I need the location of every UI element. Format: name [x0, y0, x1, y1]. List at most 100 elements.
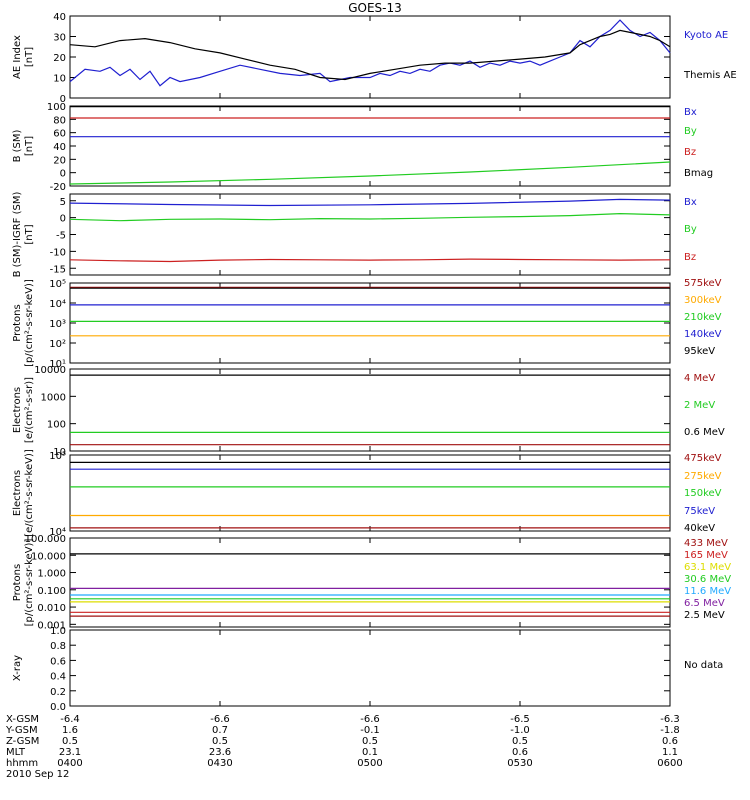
orbit-row-value: 0.5 — [212, 736, 228, 747]
y-tick-label: 60 — [53, 129, 66, 140]
legend-75kev: 75keV — [684, 506, 715, 517]
legend-6-5-mev: 6.5 MeV — [684, 598, 725, 609]
y-tick-label: 40 — [53, 12, 66, 23]
y-tick-label: 10⁵ — [49, 451, 66, 462]
legend-bz: Bz — [684, 252, 696, 263]
y-tick-label: 0.6 — [50, 656, 66, 667]
y-axis-unit: [nT] — [24, 224, 35, 244]
y-tick-label: 1.0 — [50, 626, 66, 637]
no-data-label: No data — [684, 660, 723, 671]
y-axis-label: X-ray — [12, 655, 23, 681]
y-tick-label: 10⁵ — [49, 279, 66, 290]
orbit-row-value: -1.8 — [660, 725, 680, 736]
y-tick-label: 80 — [53, 115, 66, 126]
y-tick-label: 10⁴ — [49, 299, 66, 310]
y-tick-label: 0.0 — [50, 702, 66, 713]
panel-frame — [69, 537, 671, 628]
legend-475kev: 475keV — [684, 453, 722, 464]
panel-b_sm: -20 0 20 40 60 80 100 B (SM) [nT] Bx By Bz Bmag — [12, 102, 713, 193]
y-tick-label: 0.4 — [50, 672, 66, 683]
orbit-row-value: 0.5 — [62, 736, 78, 747]
y-tick-label: 1000 — [41, 392, 66, 403]
y-tick-label: 0 — [60, 214, 66, 225]
orbit-row-value: 23.1 — [59, 747, 81, 758]
y-tick-label: 10000 — [34, 365, 66, 376]
legend-bx: Bx — [684, 197, 697, 208]
legend-kyoto-ae: Kyoto AE — [684, 30, 728, 41]
y-axis-unit: [e/(cm²-s-sr-keV)] — [24, 449, 35, 537]
orbit-row-label: Y-GSM — [5, 725, 38, 736]
legend-4-mev: 4 MeV — [684, 373, 715, 384]
y-axis-unit: [e/(cm²-s-sr)] — [24, 377, 35, 443]
legend-40kev: 40keV — [684, 523, 715, 534]
series-line — [69, 161, 671, 185]
panel-electrons_mev: 10 100 1000 10000 Electrons [e/(cm²-s-sr)] 4 M… — [12, 365, 725, 458]
date-label: 2010 Sep 12 — [6, 769, 69, 780]
y-tick-label: 10 — [53, 447, 66, 458]
legend-11-6-mev: 11.6 MeV — [684, 586, 731, 597]
orbit-row-value: 0530 — [507, 758, 532, 769]
legend-165-mev: 165 MeV — [684, 550, 728, 561]
panel-protons_low: 10¹ 10² 10³ 10⁴ 10⁵ Protons [p/(cm²-s-sr-keV)]… — [12, 278, 722, 370]
panel-b_igrf: -15 -10 -5 0 5 B (SM)-IGRF (SM) [nT] Bx By Bz — [12, 192, 697, 278]
orbit-row-value: 23.6 — [209, 747, 231, 758]
y-tick-label: 10.000 — [31, 551, 66, 562]
legend-433-mev: 433 MeV — [684, 538, 728, 549]
series-line — [69, 212, 671, 222]
series-line — [69, 258, 671, 263]
orbit-row-value: 1.1 — [662, 747, 678, 758]
orbit-row-label: hhmm — [6, 758, 38, 769]
orbit-row-value: -6.4 — [60, 714, 80, 725]
orbit-row-value: 0.6 — [512, 747, 528, 758]
legend-by: By — [684, 224, 697, 235]
y-axis-label: AE Index — [12, 35, 23, 79]
orbit-row-value: 0.7 — [212, 725, 228, 736]
y-tick-label: 30 — [53, 33, 66, 44]
y-axis-label: Protons — [12, 564, 23, 601]
y-axis-label: B (SM)-IGRF (SM) — [12, 192, 23, 278]
panel-frame — [69, 368, 671, 452]
legend-bmag: Bmag — [684, 168, 713, 179]
y-tick-label: 0.001 — [37, 620, 66, 631]
legend-by: By — [684, 126, 697, 137]
orbit-row-value: -6.5 — [510, 714, 530, 725]
y-tick-label: -20 — [50, 182, 66, 193]
orbit-row-value: 0.1 — [362, 747, 378, 758]
series-line — [69, 19, 671, 87]
legend-63-1-mev: 63.1 MeV — [684, 562, 731, 573]
orbit-row-value: 1.6 — [62, 725, 78, 736]
y-axis-label: B (SM) — [12, 129, 23, 162]
orbit-row-value: 0600 — [657, 758, 682, 769]
y-axis-unit: [p/(cm²-s-sr-keV)] — [24, 279, 35, 367]
y-tick-label: 0.100 — [37, 586, 66, 597]
orbit-row-value: 0500 — [357, 758, 382, 769]
orbit-row-value: -6.6 — [210, 714, 230, 725]
y-axis-unit: [p/(cm²-s-sr-keV)] — [24, 539, 35, 627]
y-tick-label: 0.8 — [50, 641, 66, 652]
panel-electrons_kev: 10⁴ 10⁵ Electrons [e/(cm²-s-sr-keV)] 475keV 2… — [12, 449, 722, 538]
orbit-row-value: 0400 — [57, 758, 82, 769]
y-tick-label: 40 — [53, 142, 66, 153]
y-tick-label: 1.000 — [37, 569, 66, 580]
orbit-row-value: 0.6 — [662, 736, 678, 747]
series-line — [69, 198, 671, 207]
y-tick-label: 10² — [49, 339, 66, 350]
y-tick-label: 20 — [53, 155, 66, 166]
panel-frame — [69, 454, 671, 532]
y-tick-label: 0 — [60, 169, 66, 180]
legend-bz: Bz — [684, 147, 696, 158]
y-axis-label: Electrons — [12, 470, 23, 516]
y-tick-label: 0.2 — [50, 687, 66, 698]
orbit-row-value: 0.5 — [512, 736, 528, 747]
y-tick-label: 10¹ — [49, 359, 66, 370]
legend-2-mev: 2 MeV — [684, 400, 715, 411]
orbit-row-value: 0.5 — [362, 736, 378, 747]
y-axis-unit: [nT] — [24, 47, 35, 67]
orbit-row-value: -1.0 — [510, 725, 530, 736]
y-tick-label: 100.000 — [25, 534, 66, 545]
legend-0-6-mev: 0.6 MeV — [684, 427, 725, 438]
legend-140kev: 140keV — [684, 329, 722, 340]
y-tick-label: 5 — [60, 197, 66, 208]
y-tick-label: 20 — [53, 53, 66, 64]
